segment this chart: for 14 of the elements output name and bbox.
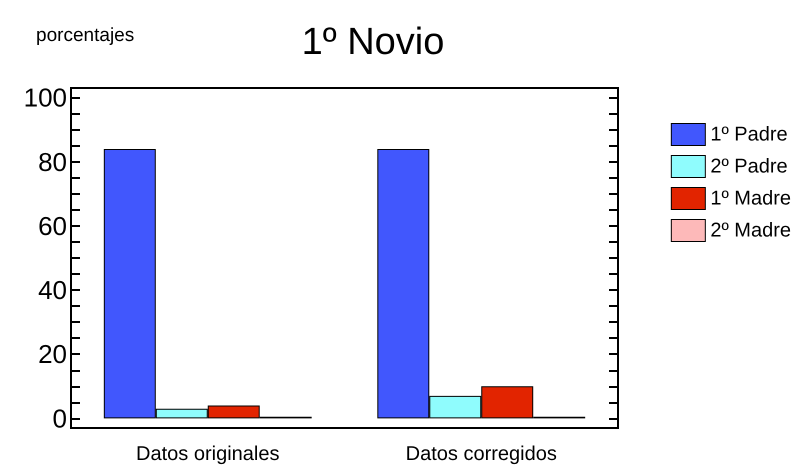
legend-label: 1º Madre bbox=[710, 188, 792, 210]
y-tick-label: 60 bbox=[38, 210, 67, 241]
x-tick-label: Datos corregidos bbox=[406, 443, 557, 465]
y-tick-label: 20 bbox=[38, 339, 67, 370]
legend-label: 2º Padre bbox=[710, 156, 788, 178]
y-axis-title: porcentajes bbox=[36, 25, 134, 46]
x-tick-label: Datos originales bbox=[136, 443, 280, 465]
y-tick-label: 80 bbox=[38, 146, 67, 177]
y-tick-label: 100 bbox=[24, 82, 67, 113]
legend-label: 1º Padre bbox=[710, 124, 788, 146]
y-tick-label: 40 bbox=[38, 275, 67, 306]
chart-title: 1º Novio bbox=[302, 21, 444, 63]
y-tick-label: 0 bbox=[52, 403, 67, 434]
legend-label: 2º Madre bbox=[710, 220, 792, 242]
